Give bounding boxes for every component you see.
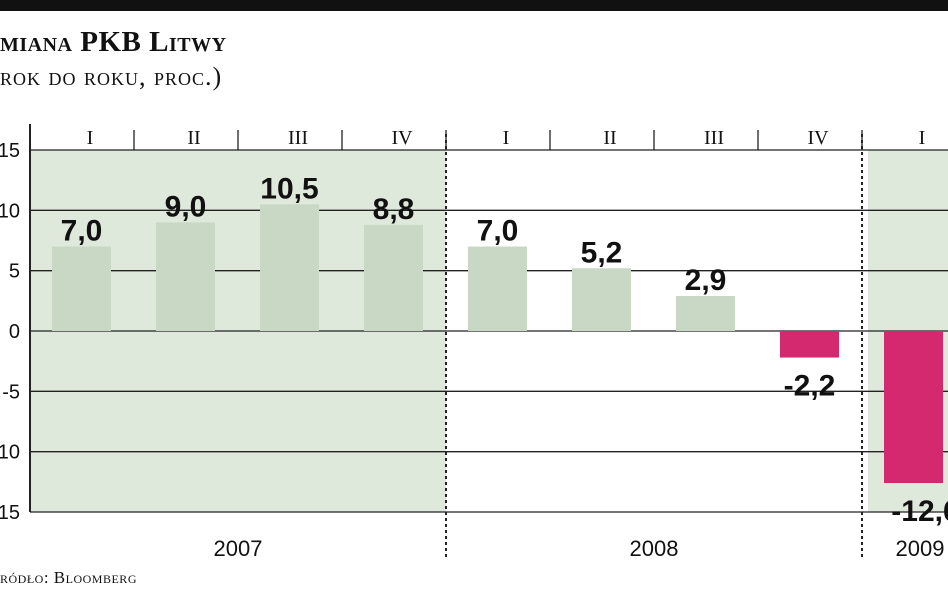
value-label-7: 2,9 [685, 264, 727, 297]
y-tick-label: 5 [9, 261, 20, 283]
gdp-chart: 200720082009151050-5-10-15IIIIIIIVIIIIII… [0, 124, 948, 560]
quarter-label: II [187, 127, 200, 149]
value-label-9: -12,6 [891, 495, 948, 528]
y-tick-label: 0 [9, 321, 20, 343]
top-bar [0, 0, 948, 11]
year-label-2007: 2007 [214, 536, 263, 560]
value-label-3: 10,5 [260, 172, 318, 205]
bar-9 [884, 331, 943, 484]
bar-7 [676, 296, 735, 331]
quarter-label: III [704, 127, 724, 149]
year-label-2008: 2008 [630, 536, 679, 560]
bar-6 [572, 268, 631, 331]
labels: 200720082009151050-5-10-15IIIIIIIVIIIIII… [0, 127, 948, 560]
year-label-2009: 2009 [896, 536, 945, 560]
value-label-4: 8,8 [373, 193, 415, 226]
bar-1 [52, 246, 111, 331]
y-tick-label: 10 [0, 200, 20, 222]
quarter-label: IV [391, 127, 413, 149]
y-tick-label: -10 [0, 442, 20, 464]
value-label-6: 5,2 [581, 236, 623, 269]
value-label-8: -2,2 [784, 370, 836, 403]
y-tick-label: -5 [2, 381, 20, 403]
bar-5 [468, 246, 527, 331]
chart-title: miana PKB Litwy [0, 26, 227, 58]
y-tick-label: 15 [0, 140, 20, 162]
bar-3 [260, 204, 319, 331]
quarter-label: II [603, 127, 616, 149]
quarter-label: I [919, 127, 926, 149]
bars [52, 204, 943, 484]
chart-subtitle: rok do roku, proc.) [0, 62, 223, 91]
quarter-label: I [503, 127, 510, 149]
value-label-5: 7,0 [477, 215, 519, 248]
source-note: ródło: Bloomberg [0, 568, 137, 587]
quarter-label: III [288, 127, 308, 149]
bar-8 [780, 331, 839, 358]
quarter-label: I [87, 127, 94, 149]
value-label-2: 9,0 [165, 190, 207, 223]
bar-4 [364, 224, 423, 331]
quarter-label: IV [807, 127, 829, 149]
y-tick-label: -15 [0, 502, 20, 524]
value-label-1: 7,0 [61, 215, 103, 248]
bar-2 [156, 222, 215, 331]
axes [29, 124, 863, 560]
